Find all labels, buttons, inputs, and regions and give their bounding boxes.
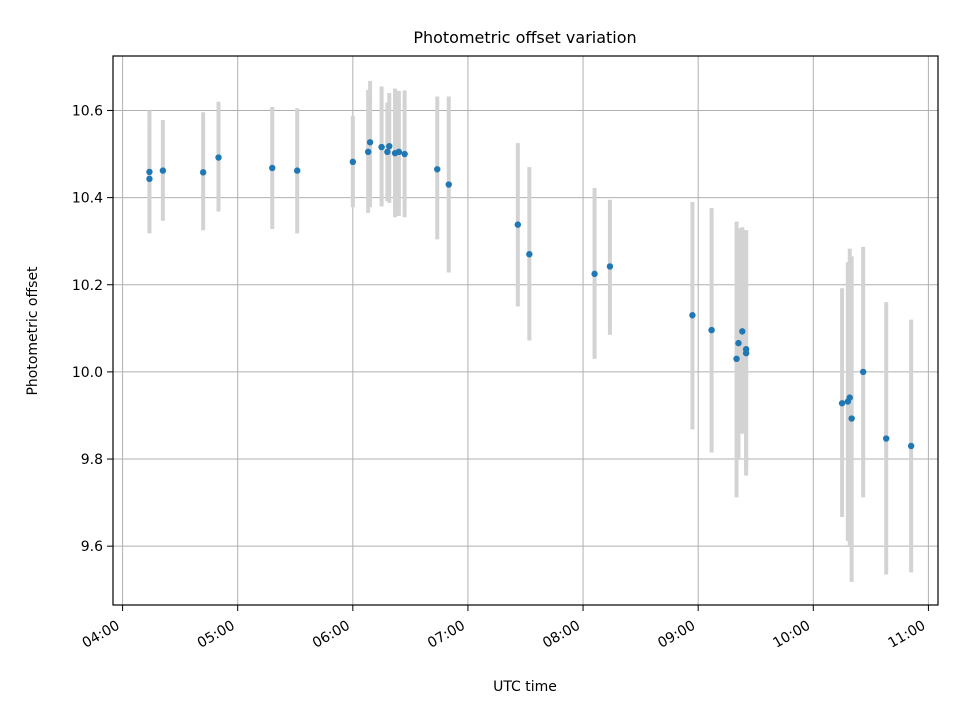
y-axis-label: Photometric offset: [25, 266, 41, 396]
data-point: [146, 175, 153, 183]
data-point: [846, 394, 853, 401]
y-tick-label: 10.2: [72, 278, 103, 294]
data-point: [708, 326, 715, 334]
data-point: [146, 168, 153, 176]
data-point: [215, 154, 222, 161]
chart-title: Photometric offset variation: [413, 28, 636, 47]
data-point: [364, 148, 372, 156]
y-tick-label: 10.4: [72, 191, 103, 207]
y-tick-label: 10.0: [72, 365, 103, 381]
data-point: [401, 150, 408, 158]
data-point: [349, 158, 357, 166]
data-point: [526, 251, 533, 258]
data-point: [838, 400, 846, 407]
grid-layer: [113, 56, 938, 605]
data-point: [366, 139, 374, 146]
data-point: [848, 415, 855, 422]
y-tick-label: 9.8: [81, 452, 103, 468]
plot-frame: [112, 55, 939, 606]
data-point: [907, 442, 915, 450]
data-point-layer: [146, 139, 915, 450]
data-point: [378, 143, 385, 151]
data-point: [445, 181, 452, 188]
data-point: [859, 368, 867, 376]
data-point: [395, 148, 403, 156]
data-point: [293, 167, 301, 174]
data-point: [386, 142, 393, 150]
data-point: [606, 263, 614, 270]
data-point: [159, 167, 167, 174]
data-point: [199, 169, 207, 176]
data-point: [689, 312, 696, 319]
data-point: [434, 166, 441, 173]
data-point: [591, 270, 598, 278]
data-point: [742, 349, 750, 357]
plot-area: [112, 55, 939, 606]
data-point: [514, 221, 522, 228]
data-point: [735, 339, 742, 347]
data-point: [733, 355, 740, 363]
y-tick-label: 10.6: [72, 103, 103, 119]
data-point: [882, 435, 890, 442]
data-point: [739, 328, 746, 335]
x-axis-label: UTC time: [493, 679, 557, 695]
y-tick-label: 9.6: [81, 539, 103, 555]
y-axis: 9.6 9.8 10.0 10.2 10.4 10.6: [72, 103, 113, 555]
data-point: [269, 164, 276, 172]
data-point: [384, 148, 391, 156]
